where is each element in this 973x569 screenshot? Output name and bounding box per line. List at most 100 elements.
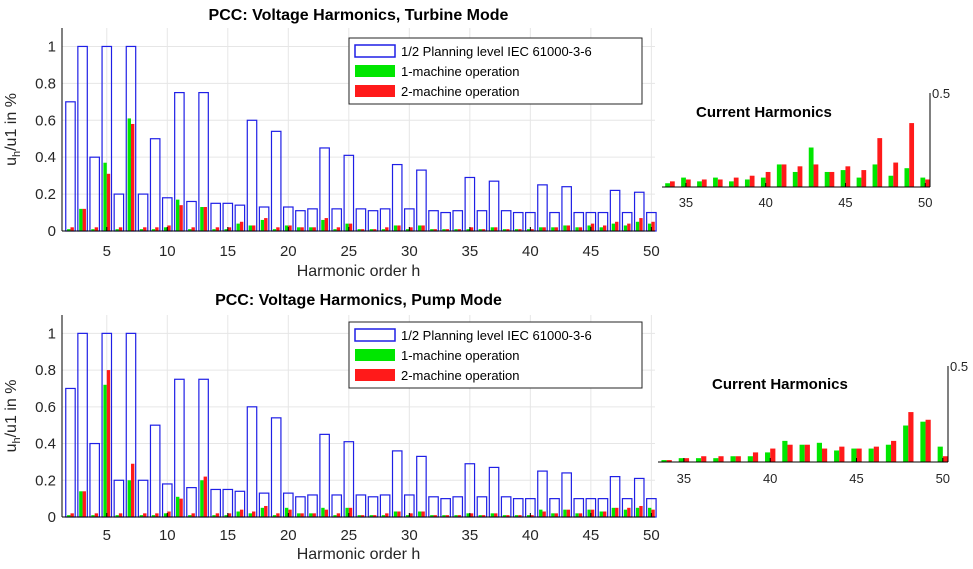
bar-2-machine (324, 509, 329, 517)
bar-1-machine (91, 229, 95, 231)
bar-1-machine (151, 229, 156, 231)
bar-1-machine (760, 177, 766, 187)
bar-1-machine (526, 229, 531, 231)
y-axis-label: uh/u1 in % (3, 93, 23, 166)
bar-1-machine (514, 515, 519, 517)
bar-1-machine (575, 513, 579, 517)
bar-1-machine (490, 227, 495, 231)
bar-1-machine (888, 175, 894, 187)
bar-2-machine (300, 227, 304, 231)
bar-2-machine (385, 513, 389, 517)
bar-2-machine (506, 515, 510, 517)
bar-2-machine (908, 412, 914, 462)
y-tick-label: 0 (48, 509, 56, 526)
bar-1-machine (454, 229, 458, 231)
bar-1-machine (200, 480, 204, 517)
bar-2-machine (518, 229, 522, 231)
bar-1-machine (442, 515, 446, 517)
legend-entry: 2-machine operation (401, 368, 520, 383)
bar-2-machine (457, 515, 462, 517)
bar-2-machine (554, 227, 558, 231)
legend-swatch-1-machine (355, 65, 395, 77)
bar-2-machine (530, 229, 534, 231)
inset-title: Current Harmonics (696, 104, 832, 121)
bar-1-machine (681, 177, 686, 187)
bar-1-machine (856, 177, 862, 187)
bar-2-machine (409, 513, 413, 517)
bar-2-machine (877, 138, 883, 187)
bar-1-machine (79, 208, 83, 231)
bar-2-machine (651, 509, 655, 517)
bar-1-machine (539, 509, 543, 517)
bar-1-machine (115, 515, 119, 517)
bar-1-machine (744, 179, 750, 187)
legend-swatch-planning (354, 44, 396, 58)
bar-1-machine (478, 229, 482, 231)
x-tick-label: 5 (103, 527, 111, 544)
bar-1-machine (418, 511, 422, 517)
bar-2-machine (566, 509, 571, 517)
bar-2-machine (829, 171, 835, 187)
bar-2-machine (639, 218, 643, 231)
bar-1-machine (260, 219, 265, 231)
bar-1-machine (539, 227, 543, 231)
chart-title: PCC: Voltage Harmonics, Pump Mode (215, 292, 502, 309)
x-tick-label: 15 (219, 243, 236, 260)
bar-2-machine (433, 229, 437, 231)
bar-2-machine (481, 515, 486, 517)
legend-swatch-2-machine (355, 369, 395, 381)
bar-2-machine (506, 229, 510, 231)
bar-1-machine (418, 225, 422, 231)
bar-2-machine (909, 123, 915, 187)
bar-1-machine (151, 515, 156, 517)
bar-1-machine (563, 509, 567, 517)
bar-1-machine (587, 509, 591, 517)
bar-1-machine (236, 511, 240, 517)
bar-1-machine (369, 229, 374, 231)
bar-2-machine (143, 513, 147, 517)
x-tick-label: 50 (643, 243, 660, 260)
bar-2-machine (288, 225, 292, 231)
bar-1-machine (647, 223, 652, 231)
bar-2-machine (227, 227, 232, 231)
bar-1-machine (635, 507, 640, 517)
bar-1-machine (272, 229, 277, 231)
bar-1-machine (885, 444, 892, 462)
bar-1-machine (309, 227, 313, 231)
bar-2-machine (106, 173, 111, 231)
bar-1-machine (405, 229, 410, 231)
bar-1-machine (345, 223, 349, 231)
bar-2-machine (602, 225, 607, 231)
bar-1-machine (502, 515, 507, 517)
bar-2-machine (106, 370, 111, 517)
bar-1-machine (478, 515, 482, 517)
bar-1-machine (937, 446, 943, 462)
bar-2-machine (481, 229, 486, 231)
bar-1-machine (188, 515, 192, 517)
bar-1-machine (665, 183, 670, 187)
legend-entry: 2-machine operation (401, 84, 520, 99)
bar-1-machine (502, 229, 507, 231)
bar-2-machine (925, 179, 930, 187)
bar-1-machine (176, 199, 180, 231)
bar-1-machine (163, 227, 168, 231)
bar-1-machine (551, 227, 555, 231)
bar-2-machine (215, 513, 220, 517)
bar-2-machine (421, 511, 425, 517)
bar-2-machine (118, 513, 123, 517)
bar-2-machine (627, 223, 631, 231)
bar-2-machine (130, 123, 135, 231)
bar-2-machine (804, 444, 810, 462)
bar-1-machine (599, 227, 603, 231)
bar-2-machine (590, 509, 595, 517)
bar-1-machine (872, 164, 878, 187)
x-tick-label: 40 (522, 243, 539, 260)
bar-1-machine (824, 171, 830, 187)
bar-2-machine (155, 227, 159, 231)
bar-1-machine (526, 515, 531, 517)
bar-2-machine (203, 207, 207, 231)
pump-voltage-chart: 5 10 15 20 25 30 35 40 45 50 0 0.2 0.4 0.6 0.8 1 PCC: Vo… (3, 292, 660, 563)
bar-2-machine (873, 446, 879, 462)
inset-title: Current Harmonics (712, 376, 848, 393)
x-tick-label: 25 (340, 243, 357, 260)
